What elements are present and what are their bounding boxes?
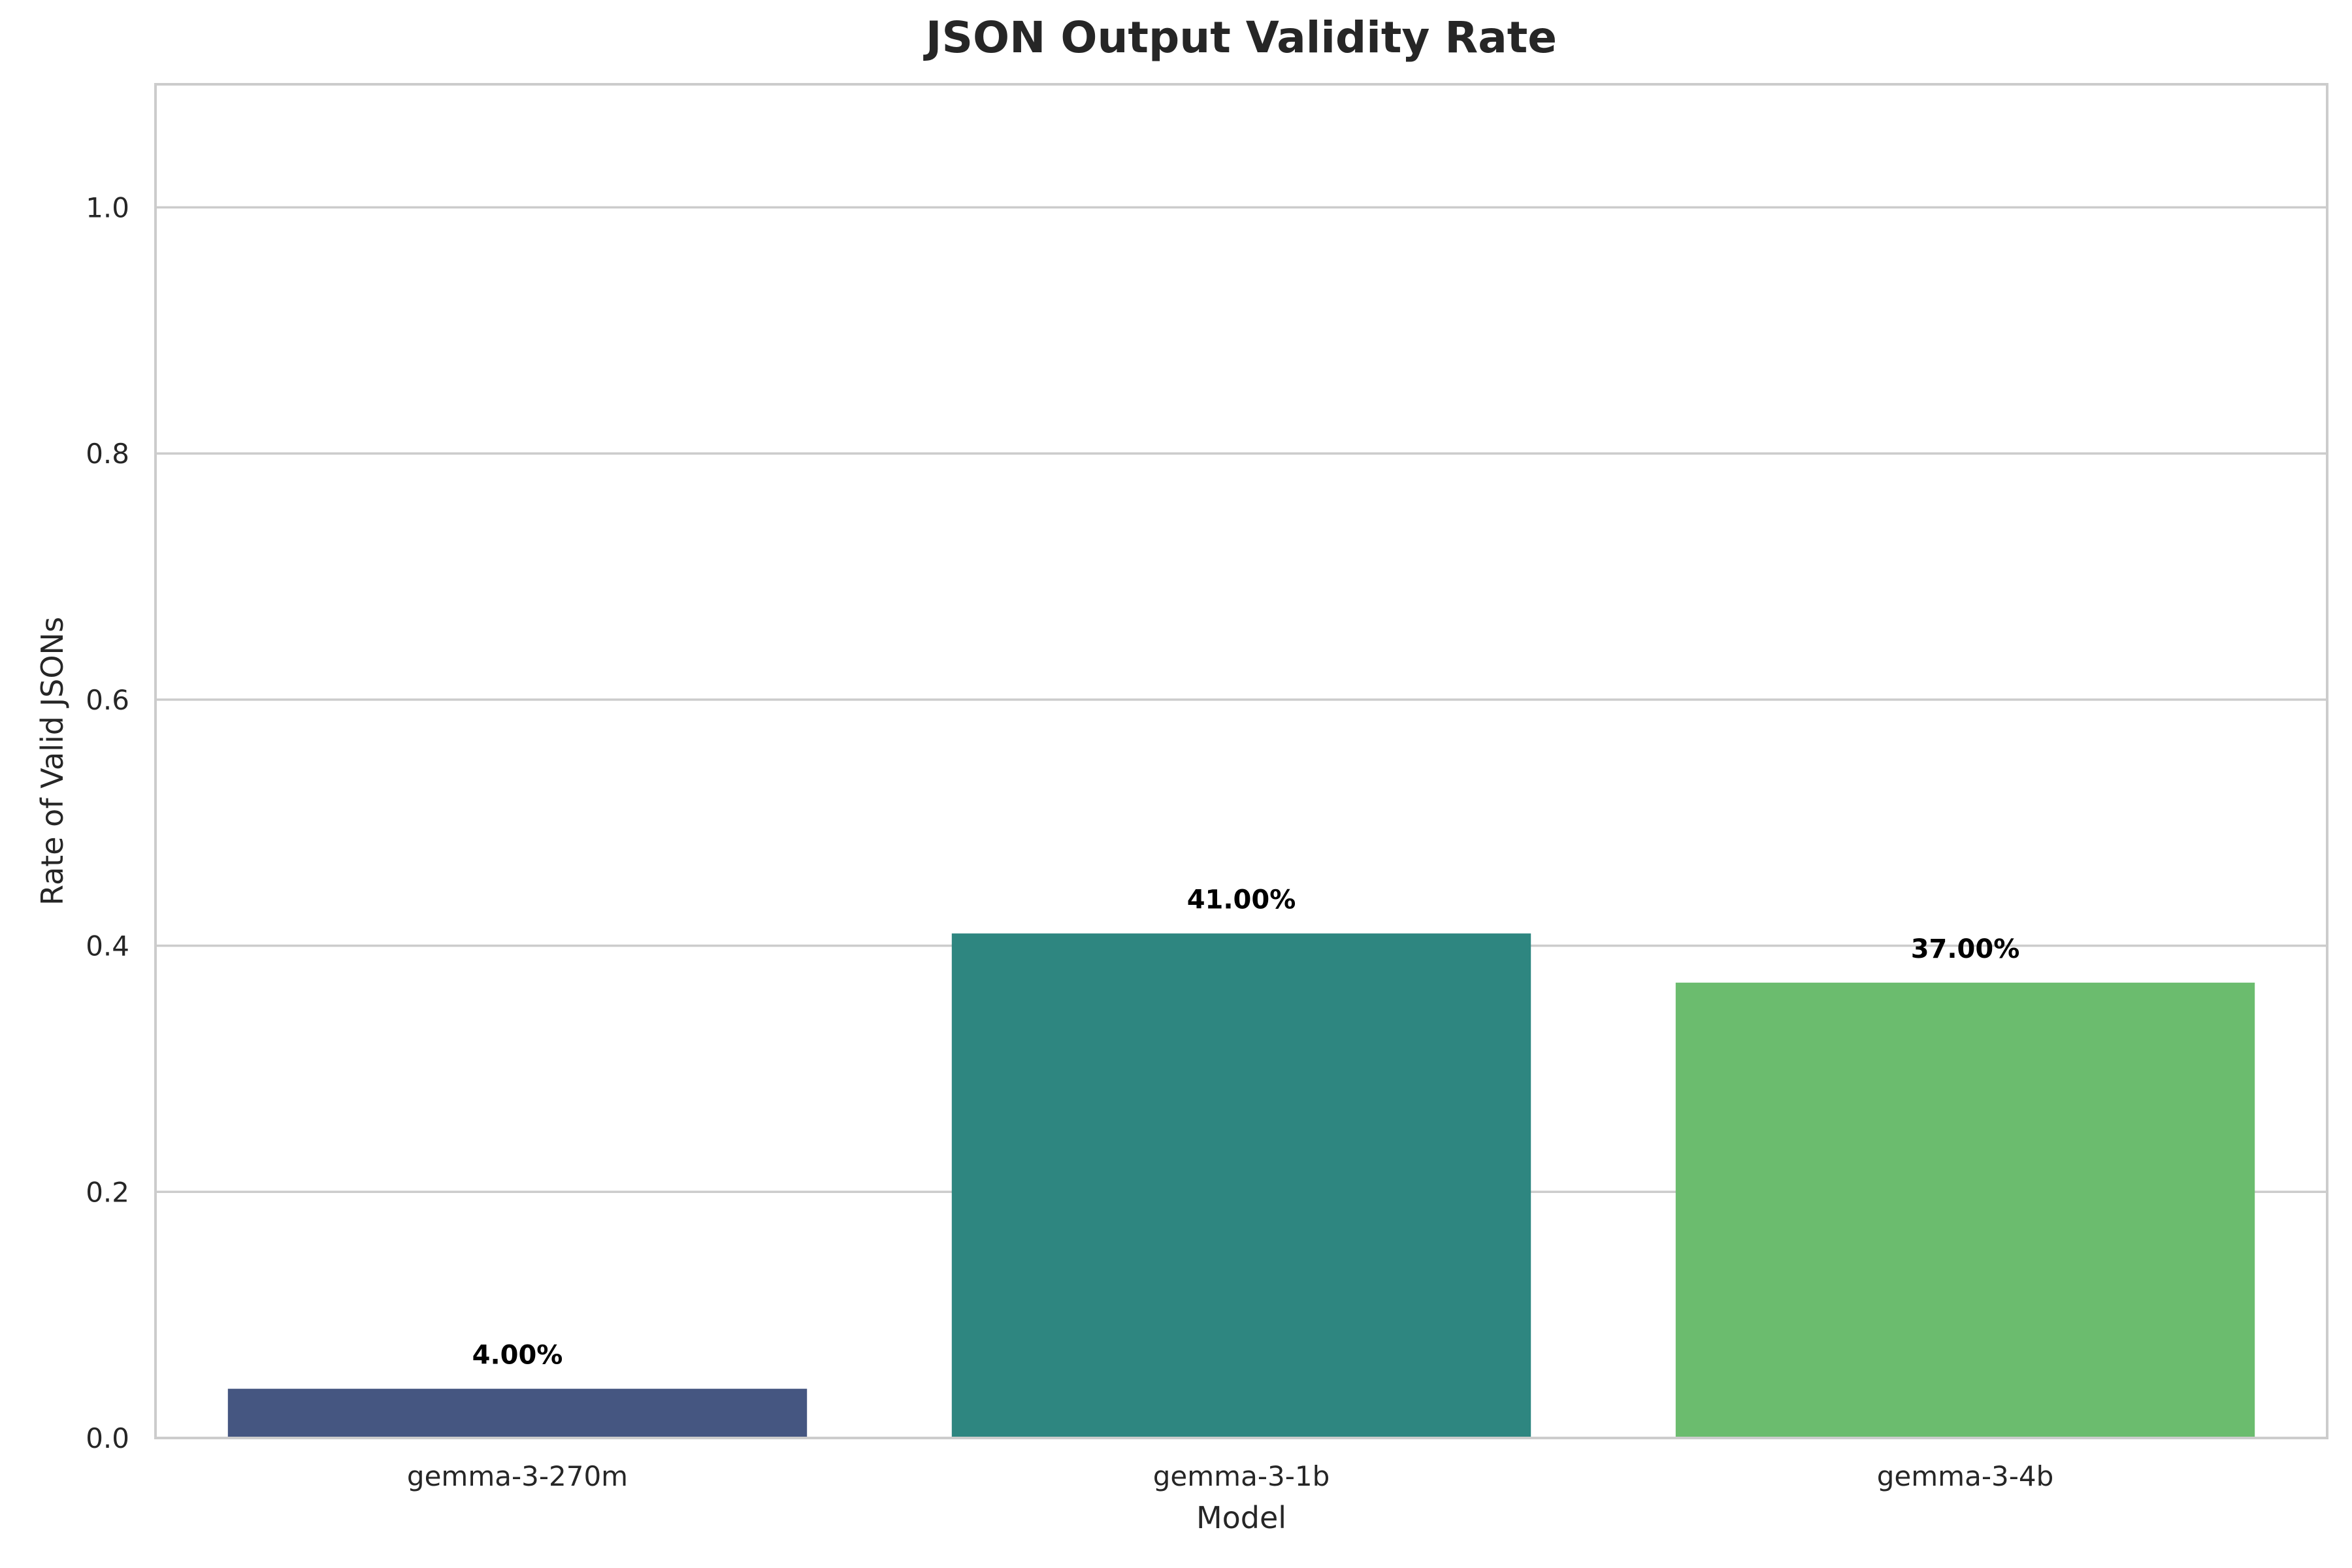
data-label-gemma-3-270m: 4.00% [472, 1341, 563, 1371]
x-tick-label: gemma-3-4b [1877, 1460, 2053, 1492]
y-tick-labels: 0.0 0.2 0.4 0.6 0.8 1.0 [86, 191, 129, 1454]
bar-gemma-3-270m [227, 1388, 808, 1438]
data-label-gemma-3-4b: 37.00% [1911, 934, 2020, 964]
y-tick-label: 1.0 [86, 191, 129, 223]
x-tick-label: gemma-3-270m [407, 1460, 628, 1492]
bar-gemma-3-1b [951, 933, 1531, 1438]
x-axis-label: Model [1196, 1500, 1286, 1535]
x-tick-labels: gemma-3-270m gemma-3-1b gemma-3-4b [407, 1460, 2053, 1492]
x-tick-label: gemma-3-1b [1153, 1460, 1330, 1492]
bars [227, 933, 2255, 1438]
bar-gemma-3-4b [1675, 983, 2255, 1438]
y-tick-label: 0.4 [86, 930, 129, 962]
y-tick-label: 0.6 [86, 684, 129, 716]
plot-frame [154, 83, 2328, 1439]
y-tick-label: 0.0 [86, 1422, 129, 1454]
y-axis-label: Rate of Valid JSONs [35, 617, 70, 906]
y-tick-label: 0.2 [86, 1176, 129, 1208]
y-tick-label: 0.8 [86, 438, 129, 470]
data-labels: 4.00% 41.00% 37.00% [472, 885, 2020, 1371]
chart-title: JSON Output Validity Rate [923, 12, 1557, 63]
data-label-gemma-3-1b: 41.00% [1187, 885, 1296, 915]
